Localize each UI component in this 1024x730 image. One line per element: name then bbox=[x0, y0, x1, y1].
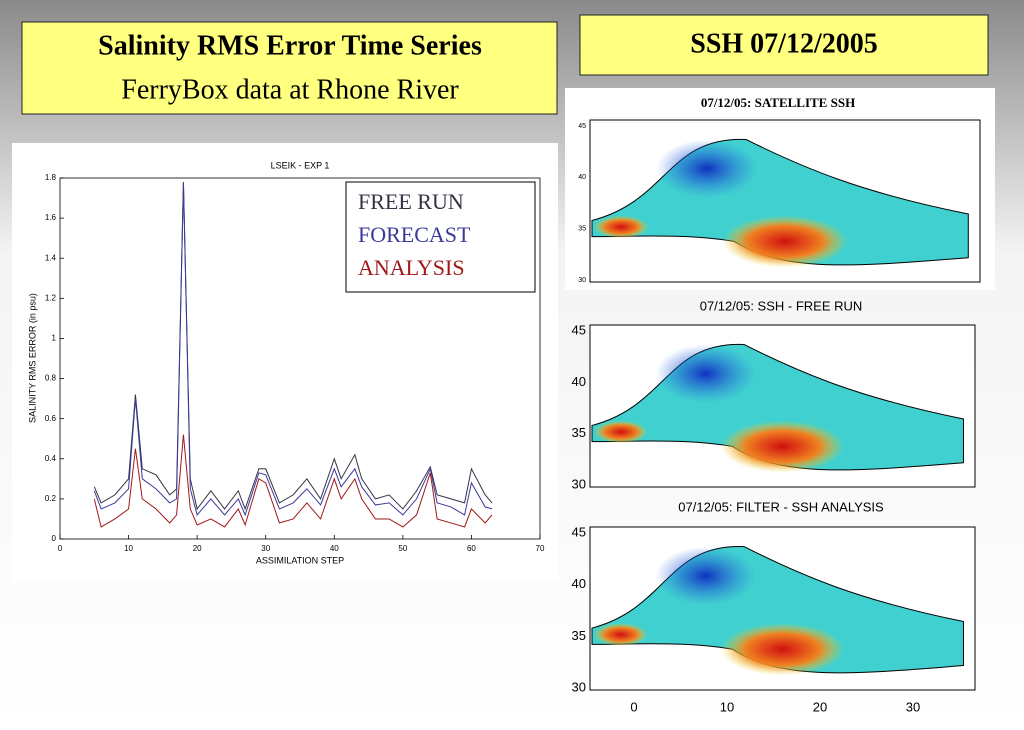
y-tick-label: 0 bbox=[52, 534, 57, 543]
map-title: 07/12/05: SSH - FREE RUN bbox=[700, 298, 863, 313]
title: Salinity RMS Error Time Series bbox=[98, 30, 482, 61]
sea-high bbox=[593, 420, 648, 444]
map-y-tick-label: 35 bbox=[578, 226, 586, 233]
series-line bbox=[93, 434, 493, 528]
map-y-tick-label: 35 bbox=[572, 425, 586, 440]
map-y-tick-label: 40 bbox=[572, 374, 586, 389]
x-tick-label: 10 bbox=[124, 544, 133, 553]
right-title: SSH 07/12/2005 bbox=[690, 28, 877, 59]
sea-low bbox=[656, 139, 758, 198]
sea-high bbox=[722, 215, 848, 268]
map-x-tick-label: 0 bbox=[630, 699, 637, 714]
y-axis-label: SALINITY RMS ERROR (in psu) bbox=[27, 293, 37, 423]
x-tick-label: 60 bbox=[467, 544, 476, 553]
map-y-tick-label: 35 bbox=[572, 628, 586, 643]
y-tick-label: 0.6 bbox=[45, 414, 57, 423]
sea-high bbox=[720, 420, 845, 473]
title-box bbox=[579, 14, 989, 76]
x-axis-label: ASSIMILATION STEP bbox=[256, 555, 344, 565]
y-tick-label: 1 bbox=[52, 334, 57, 343]
map-y-tick-label: 45 bbox=[578, 123, 586, 130]
sea-high bbox=[593, 215, 649, 239]
sea-low bbox=[655, 546, 756, 606]
chart-title: LSEIK - EXP 1 bbox=[271, 160, 330, 170]
map-title: 07/12/05: SATELLITE SSH bbox=[701, 95, 855, 110]
legend bbox=[345, 181, 536, 293]
y-tick-label: 1.2 bbox=[45, 293, 57, 302]
map-y-tick-label: 45 bbox=[572, 322, 586, 337]
map-y-tick-label: 40 bbox=[572, 576, 586, 591]
legend-label: ANALYSIS bbox=[358, 255, 465, 280]
map-y-tick-label: 30 bbox=[572, 476, 586, 491]
y-tick-label: 0.8 bbox=[45, 374, 57, 383]
series-line bbox=[93, 181, 493, 517]
legend-label: FREE RUN bbox=[358, 189, 464, 214]
map-y-tick-label: 30 bbox=[572, 679, 586, 694]
x-tick-label: 50 bbox=[398, 544, 407, 553]
sea-low bbox=[655, 344, 756, 403]
map-y-tick-label: 40 bbox=[578, 174, 586, 181]
sea-high bbox=[720, 623, 845, 676]
plot-frame bbox=[59, 177, 541, 540]
title-box bbox=[21, 21, 558, 115]
y-tick-label: 1.8 bbox=[45, 173, 57, 182]
sea-high bbox=[593, 623, 648, 646]
y-tick-label: 0.2 bbox=[45, 494, 57, 503]
y-tick-label: 0.4 bbox=[45, 454, 57, 463]
subtitle: FerryBox data at Rhone River bbox=[121, 74, 459, 105]
x-tick-label: 0 bbox=[58, 544, 63, 553]
y-tick-label: 1.4 bbox=[45, 253, 57, 262]
x-tick-label: 30 bbox=[261, 544, 270, 553]
map-title: 07/12/05: FILTER - SSH ANALYSIS bbox=[678, 499, 884, 514]
x-tick-label: 40 bbox=[330, 544, 339, 553]
map-y-tick-label: 30 bbox=[578, 277, 586, 284]
y-tick-label: 1.6 bbox=[45, 213, 57, 222]
series-line bbox=[93, 181, 493, 511]
map-x-tick-label: 20 bbox=[813, 699, 827, 714]
map-x-tick-label: 30 bbox=[906, 699, 920, 714]
legend-label: FORECAST bbox=[358, 222, 471, 247]
map-y-tick-label: 45 bbox=[572, 524, 586, 539]
map-x-tick-label: 10 bbox=[720, 699, 734, 714]
x-tick-label: 20 bbox=[193, 544, 202, 553]
x-tick-label: 70 bbox=[536, 544, 545, 553]
